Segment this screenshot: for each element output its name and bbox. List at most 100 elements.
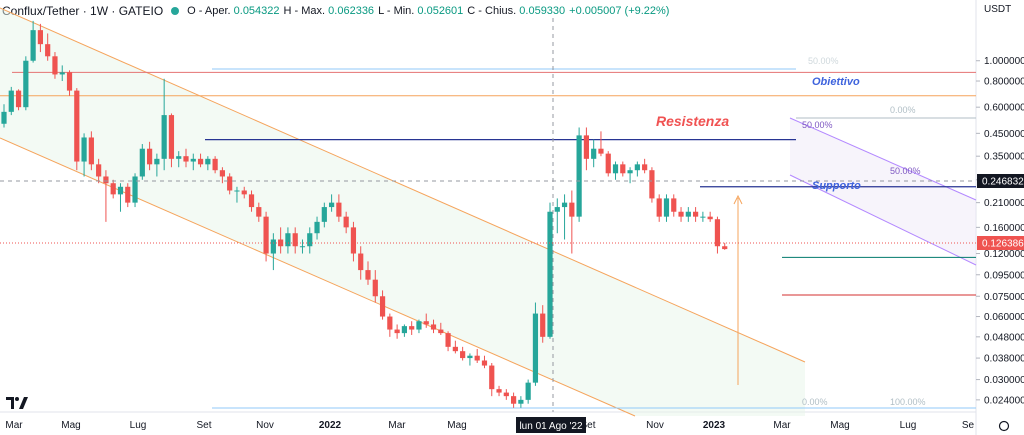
candle-body: [314, 221, 320, 234]
candle-body: [547, 211, 553, 337]
candle-body: [176, 156, 182, 159]
purple-channel-lower: [789, 174, 977, 266]
candle-body: [256, 207, 262, 217]
target-annotation: Obiettivo: [812, 76, 860, 88]
candle-body: [59, 72, 65, 75]
candle-body: [343, 216, 349, 228]
candle-body: [132, 176, 138, 203]
candle-body: [205, 158, 211, 165]
candle-body: [161, 115, 167, 159]
price-tick-label: 0.210000: [984, 198, 1024, 209]
price-tick-label: 0.075000: [984, 292, 1024, 303]
fib-level-label: 100.00%: [890, 397, 926, 407]
candle-body: [671, 198, 677, 212]
time-tick-label: 2023: [703, 420, 726, 431]
settings-icon[interactable]: [998, 420, 1010, 432]
channel-fill: [0, 8, 805, 416]
price-tick-label: 0.600000: [984, 103, 1024, 114]
candle-body: [634, 164, 640, 171]
candle-body: [37, 30, 43, 45]
price-tick-label: 0.030000: [984, 375, 1024, 386]
candle-body: [714, 219, 721, 247]
last-price-label: 0.126386: [982, 239, 1024, 250]
candle-body: [1, 111, 7, 124]
candle-body: [540, 313, 546, 337]
fib-level-label: 50.00%: [808, 56, 839, 66]
candle-body: [103, 176, 109, 184]
candle-body: [299, 246, 306, 248]
candle-body: [642, 164, 648, 171]
price-tick-label: 0.120000: [984, 249, 1024, 260]
time-tick-label: Lug: [900, 420, 917, 431]
candle-body: [358, 253, 364, 271]
last-price-label-bg: [977, 236, 1024, 250]
candle-body: [81, 137, 87, 162]
candle-body: [511, 396, 517, 404]
candle-body: [350, 227, 357, 254]
candle-body: [503, 392, 509, 397]
candle-body: [561, 202, 568, 208]
crosshair-price-label: 0.246832: [982, 177, 1024, 188]
candle-body: [110, 183, 116, 195]
candle-body: [219, 170, 225, 177]
candle-body: [66, 72, 73, 91]
low-label: L - Min. 0.052601: [378, 5, 464, 17]
candle-body: [583, 135, 589, 159]
candle-body: [401, 326, 407, 334]
fib-level-label: 50.00%: [802, 120, 833, 130]
candle-body: [722, 246, 728, 250]
time-tick-label: Nov: [646, 420, 664, 431]
candle-body: [292, 233, 298, 247]
candle-body: [270, 239, 276, 254]
candle-body: [532, 313, 539, 383]
price-tick-label: 0.350000: [984, 152, 1024, 163]
candle-body: [23, 60, 29, 108]
price-tick-label: 1.000000: [984, 56, 1024, 67]
candle-body: [307, 233, 313, 247]
candle-body: [8, 90, 14, 112]
time-tick-label: Mar: [773, 420, 791, 431]
candle-body: [700, 216, 706, 218]
candle-body: [591, 148, 597, 159]
candle-body: [139, 148, 145, 177]
time-tick-label: Set: [196, 420, 211, 431]
currency-label[interactable]: USDT: [984, 4, 1012, 15]
price-tick-label: 0.095000: [984, 270, 1024, 281]
candle-body: [612, 164, 619, 174]
candle-body: [125, 186, 131, 203]
candle-body: [372, 279, 378, 297]
candle-body: [409, 326, 415, 330]
candle-body: [489, 365, 495, 390]
candle-body: [168, 115, 175, 159]
crosshair-date-bg: [516, 417, 586, 433]
candle-body: [605, 153, 611, 174]
candle-body: [423, 321, 429, 325]
channel-upper-line: [0, 7, 806, 363]
candle-body: [234, 190, 240, 192]
time-tick-label: Mar: [5, 420, 23, 431]
candle-body: [394, 329, 400, 334]
time-tick-label: Nov: [256, 420, 274, 431]
crosshair-date-label: lun 01 Ago '22: [519, 421, 583, 432]
close-label: C - Chius. 0.059330: [467, 5, 566, 17]
time-tick-label: Mag: [447, 420, 466, 431]
candle-body: [438, 329, 444, 334]
candle-body: [481, 360, 488, 366]
candle-body: [197, 158, 204, 165]
candle-body: [147, 148, 153, 165]
candle-body: [474, 355, 480, 361]
time-tick-label: Mag: [61, 420, 80, 431]
price-tick-label: 0.160000: [984, 223, 1024, 234]
time-tick-label: Se: [962, 420, 975, 431]
candle-body: [154, 158, 160, 165]
candle-body: [227, 176, 233, 191]
candle-body: [416, 321, 422, 330]
time-tick-label: Lug: [130, 420, 147, 431]
price-tick-label: 0.038000: [984, 354, 1024, 365]
price-tick-label: 0.450000: [984, 129, 1024, 140]
candle-body: [569, 202, 575, 217]
candle-body: [88, 137, 94, 165]
candle-body: [45, 44, 51, 57]
resistance-annotation: Resistenza: [656, 113, 729, 129]
